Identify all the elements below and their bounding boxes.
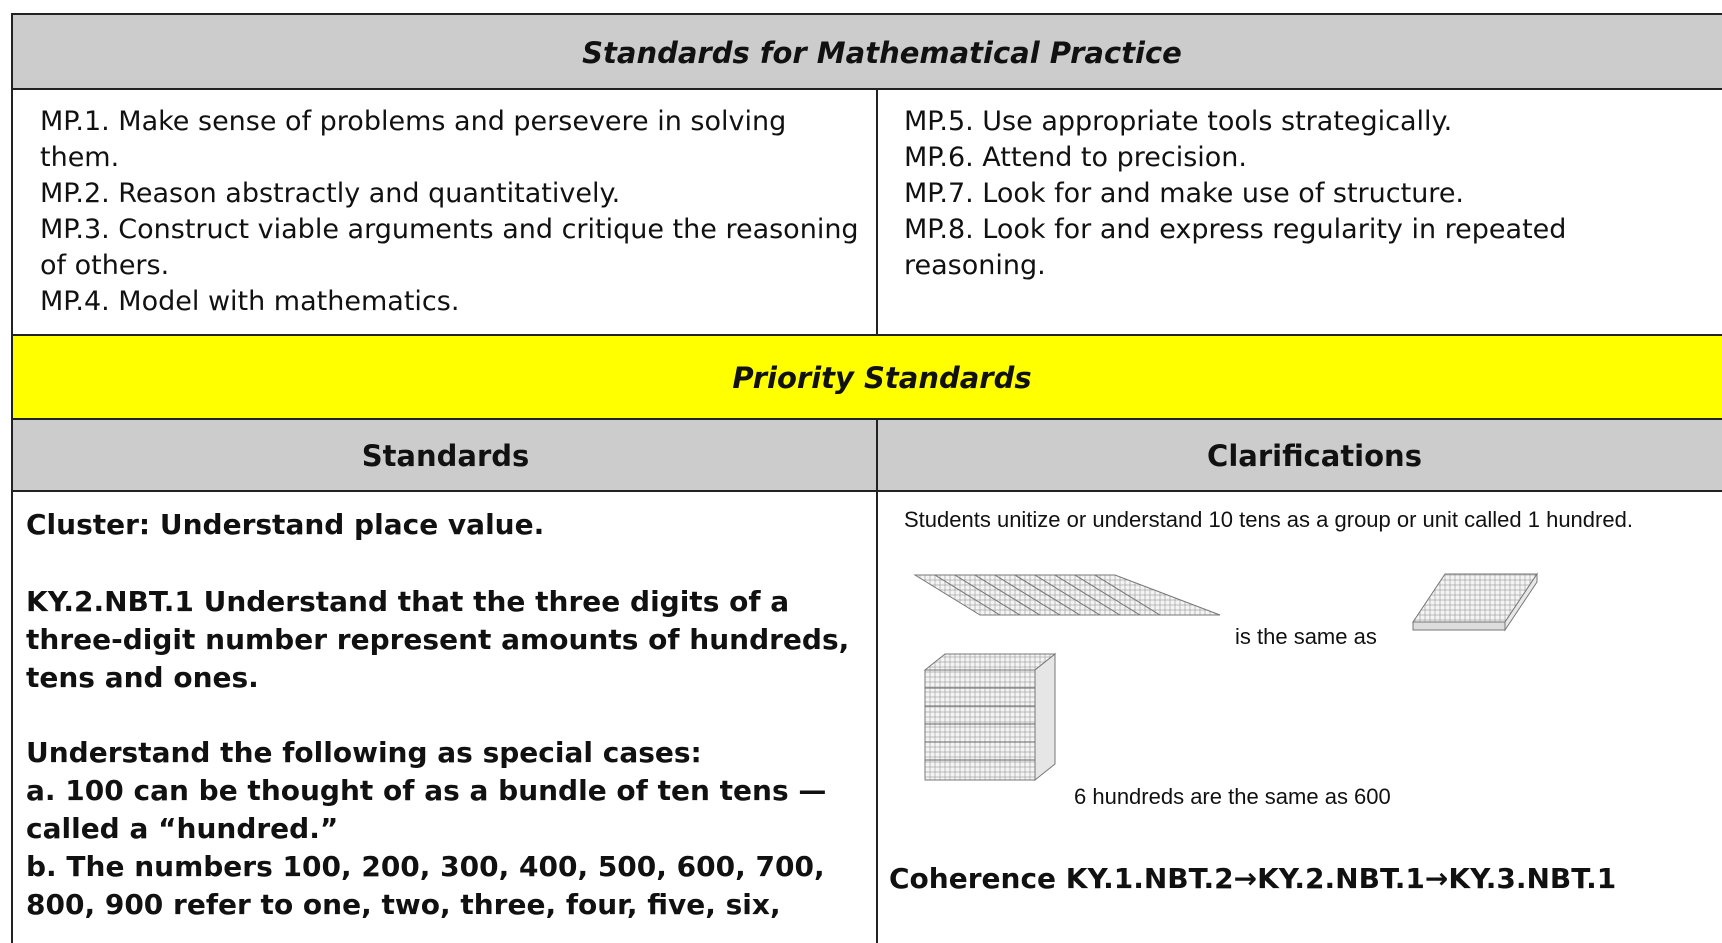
rods	[913, 574, 1221, 616]
practice: MP.1. Make sense of problems and perseve…	[40, 106, 787, 173]
practice: MP.4. Model with mathematics.	[40, 286, 460, 317]
coherence: Coherence KY.1.NBT.2→KY.2.NBT.1→KY.3.NBT…	[889, 862, 1617, 895]
standards-cell	[11, 490, 878, 943]
column-header: Clarifications	[876, 418, 1722, 492]
clarifications-cell	[876, 490, 1722, 943]
practice: MP.2. Reason abstractly and quantitative…	[40, 178, 621, 209]
practice-list: MP.1. Make sense of problems and perseve…	[40, 104, 860, 320]
special-cases: Understand the following as special case…	[26, 734, 866, 924]
six-hundreds	[923, 652, 1057, 782]
clarification-intro: Students unitize or understand 10 tens a…	[904, 507, 1633, 532]
ten-rods	[913, 574, 1221, 616]
special-item: a. 100 can be thought of as a bundle of …	[26, 774, 827, 845]
practice: MP.7. Look for and make use of structure…	[904, 178, 1465, 209]
hundreds-note: 6 hundreds are the same as 600	[1074, 784, 1391, 809]
practice-title: Standards for Mathematical Practice	[11, 13, 1722, 90]
practice: MP.5. Use appropriate tools strategicall…	[904, 106, 1453, 137]
special-heading: Understand the following as special case…	[26, 736, 702, 769]
same-as: is the same as	[1235, 624, 1377, 649]
practice-left-cell	[11, 88, 878, 336]
flat-stack	[923, 652, 1057, 782]
cluster: Cluster: Understand place value.	[26, 508, 545, 541]
hundred-flat	[1412, 572, 1538, 632]
practice: MP.3. Construct viable arguments and cri…	[40, 214, 859, 281]
column-header: Standards	[11, 418, 878, 492]
practice: MP.6. Attend to precision.	[904, 142, 1247, 173]
priority-title: Priority Standards	[11, 334, 1722, 420]
special-item: b. The numbers 100, 200, 300, 400, 500, …	[26, 850, 825, 921]
practice-list: MP.5. Use appropriate tools strategicall…	[904, 104, 1704, 284]
practice-right-cell	[876, 88, 1722, 336]
practice: MP.8. Look for and express regularity in…	[904, 214, 1567, 281]
standard: KY.2.NBT.1 Understand that the three dig…	[26, 585, 850, 694]
